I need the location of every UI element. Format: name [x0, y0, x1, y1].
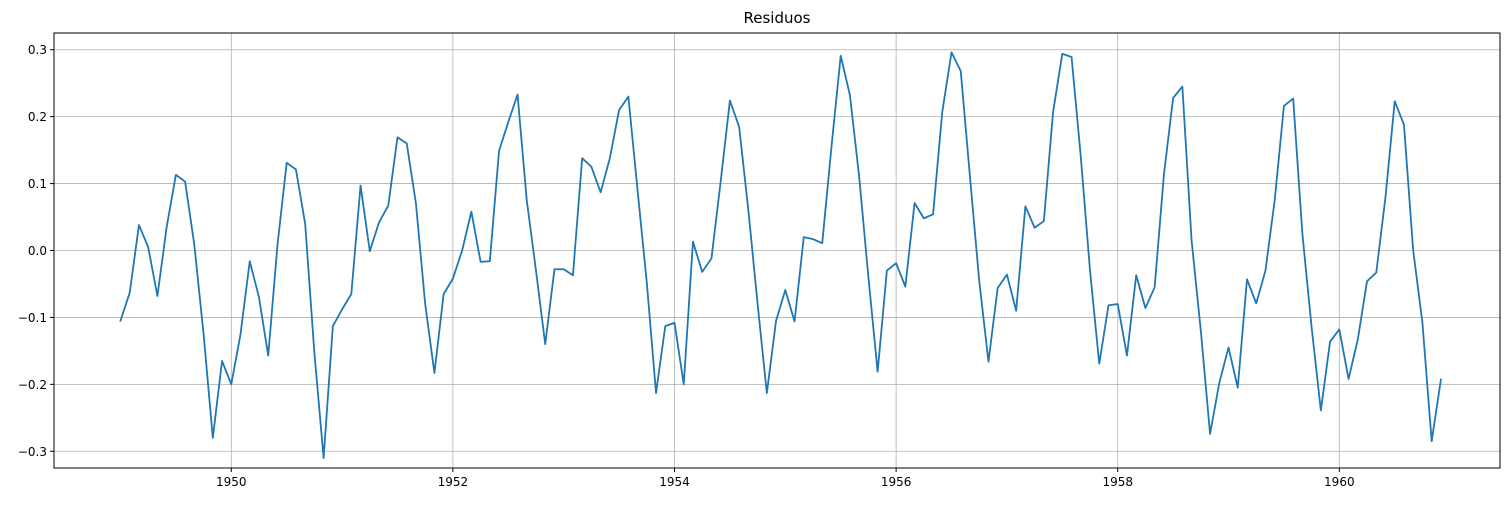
- y-tick-label: 0.0: [28, 244, 47, 258]
- y-tick-label: 0.2: [28, 110, 47, 124]
- y-tick-label: −0.1: [18, 311, 47, 325]
- x-tick-label: 1954: [659, 475, 690, 489]
- series-line: [119, 51, 1442, 459]
- x-axis: 1950 1952 1954 1956 1958 1960: [216, 468, 1355, 489]
- y-tick-label: −0.3: [18, 445, 47, 459]
- x-tick-label: 1952: [438, 475, 469, 489]
- series-group: [119, 51, 1442, 459]
- y-tick-label: 0.1: [28, 177, 47, 191]
- y-axis: −0.3 −0.2 −0.1 0.0 0.1 0.2 0.3: [18, 43, 54, 459]
- x-tick-label: 1960: [1324, 475, 1355, 489]
- chart-title: Residuos: [744, 9, 811, 27]
- y-tick-label: −0.2: [18, 378, 47, 392]
- x-tick-label: 1956: [881, 475, 912, 489]
- x-tick-label: 1958: [1102, 475, 1133, 489]
- x-tick-label: 1950: [216, 475, 247, 489]
- grid-lines: [54, 33, 1500, 468]
- y-tick-label: 0.3: [28, 43, 47, 57]
